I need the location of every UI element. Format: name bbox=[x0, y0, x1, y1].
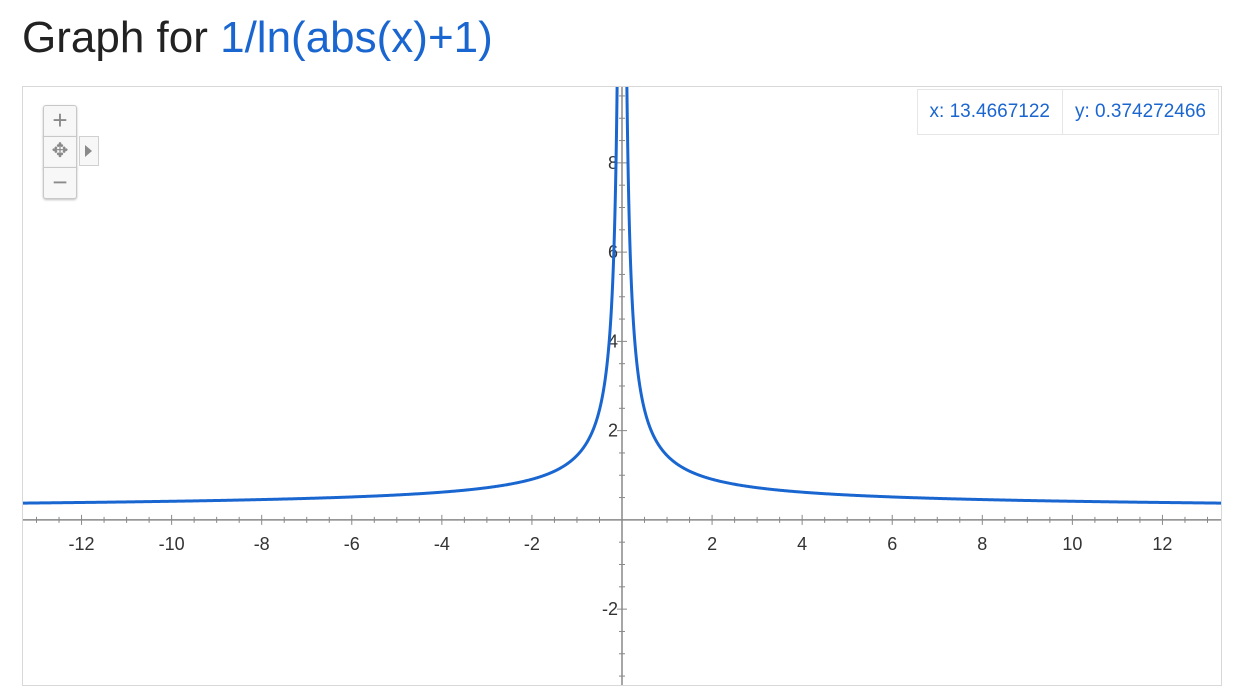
y-readout: y: 0.374272466 bbox=[1061, 90, 1218, 134]
x-readout: x: 13.4667122 bbox=[929, 101, 1050, 122]
pan-button[interactable]: ✥ bbox=[43, 136, 77, 168]
x-tick-label: -4 bbox=[434, 534, 450, 554]
curve-right-branch bbox=[625, 87, 1221, 505]
zoom-controls: + ✥ − bbox=[43, 105, 77, 205]
chevron-right-icon bbox=[85, 145, 92, 157]
graph-plot[interactable]: -12 -10 -8 -6 -4 -2 2 4 6 8 10 12 -2 2 4 6 8 + ✥ − x: 13… bbox=[22, 86, 1222, 686]
x-tick-label: 12 bbox=[1152, 534, 1172, 554]
y-tick-label: -2 bbox=[602, 599, 618, 619]
x-tick-label: 4 bbox=[797, 534, 807, 554]
x-tick-label: 6 bbox=[887, 534, 897, 554]
title-function: 1/ln(abs(x)+1) bbox=[220, 13, 493, 62]
x-tick-label: -10 bbox=[159, 534, 185, 554]
x-tick-label: 2 bbox=[707, 534, 717, 554]
x-tick-label: -8 bbox=[254, 534, 270, 554]
page-title: Graph for 1/ln(abs(x)+1) bbox=[22, 10, 493, 66]
title-prefix: Graph for bbox=[22, 13, 208, 62]
x-tick-label: 8 bbox=[977, 534, 987, 554]
x-tick-label: -6 bbox=[344, 534, 360, 554]
x-tick-label: -12 bbox=[69, 534, 95, 554]
zoom-out-button[interactable]: − bbox=[43, 167, 77, 199]
curve-left-branch bbox=[23, 87, 619, 505]
y-tick-label: 8 bbox=[608, 153, 618, 173]
zoom-in-button[interactable]: + bbox=[43, 105, 77, 137]
x-tick-label: 10 bbox=[1062, 534, 1082, 554]
x-tick-label: -2 bbox=[524, 534, 540, 554]
y-tick-label: 4 bbox=[608, 331, 618, 351]
pan-expand-button[interactable] bbox=[79, 136, 99, 166]
coordinate-readout: x: 13.4667122 y: 0.374272466 bbox=[916, 89, 1219, 135]
y-tick-label: 2 bbox=[608, 421, 618, 441]
